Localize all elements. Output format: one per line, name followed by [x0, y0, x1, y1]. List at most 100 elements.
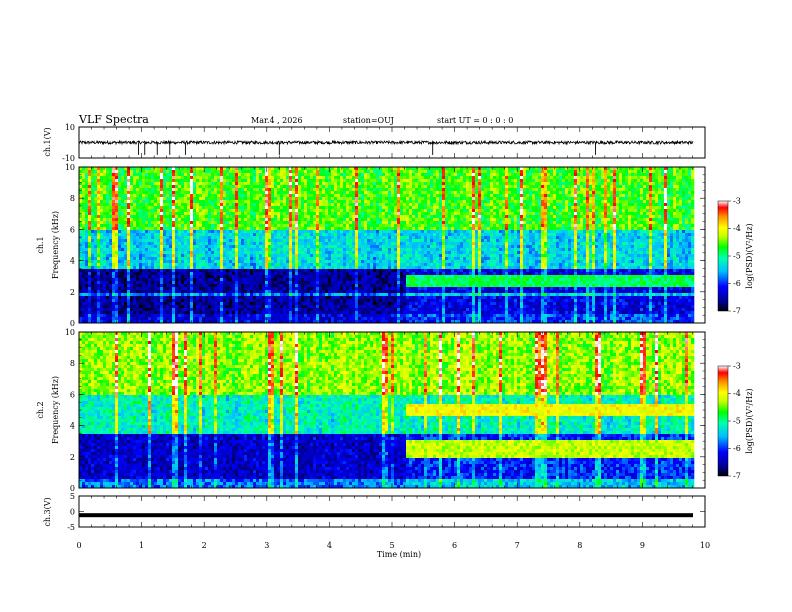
- spectrogram-cell: [178, 209, 182, 213]
- spectrogram-cell: [241, 194, 245, 198]
- spectrogram-cell: [307, 233, 311, 237]
- spectrogram-cell: [184, 179, 188, 183]
- spectrogram-cell: [628, 233, 632, 237]
- spectrogram-cell: [214, 182, 218, 186]
- spectrogram-cell: [565, 224, 569, 228]
- spectrogram-cell: [514, 194, 518, 198]
- spectrogram-cell: [403, 206, 407, 210]
- spectrogram-cell: [196, 209, 200, 213]
- spectrogram-cell: [376, 206, 380, 210]
- spectrogram-cell: [658, 221, 662, 225]
- spectrogram-cell: [541, 185, 545, 189]
- spectrogram-cell: [373, 194, 377, 198]
- spectrogram-cell: [160, 218, 164, 222]
- spectrogram-cell: [313, 194, 317, 198]
- spectrogram-cell: [148, 236, 152, 240]
- spectrogram-cell: [193, 185, 197, 189]
- spectrogram-cell: [556, 203, 560, 207]
- spectrogram-cell: [577, 221, 581, 225]
- spectrogram-cell: [472, 170, 476, 174]
- spectrogram-cell: [640, 182, 644, 186]
- spectrogram-cell: [544, 167, 548, 171]
- spectrogram-cell: [469, 173, 473, 177]
- spectrogram-cell: [124, 203, 128, 207]
- spectrogram-cell: [454, 206, 458, 210]
- spectrogram-cell: [352, 218, 356, 222]
- spectrogram-cell: [226, 230, 230, 234]
- spectrogram-cell: [652, 197, 656, 201]
- spectrogram-cell: [391, 170, 395, 174]
- spectrogram-cell: [448, 197, 452, 201]
- spectrogram-cell: [379, 167, 383, 171]
- spectrogram-cell: [400, 197, 404, 201]
- spectrogram-cell: [160, 182, 164, 186]
- spectrogram-cell: [262, 176, 266, 180]
- spectrogram-cell: [616, 185, 620, 189]
- spectrogram-cell: [214, 230, 218, 234]
- spectrogram-cell: [631, 221, 635, 225]
- y-tick-label: -10: [62, 154, 75, 163]
- spectrogram-cell: [493, 176, 497, 180]
- spectrogram-cell: [592, 218, 596, 222]
- spectrogram-cell: [442, 197, 446, 201]
- spectrogram-cell: [490, 179, 494, 183]
- spectrogram-cell: [295, 182, 299, 186]
- spectrogram-cell: [298, 221, 302, 225]
- spectrogram-cell: [634, 200, 638, 204]
- spectrogram-cell: [244, 224, 248, 228]
- spectrogram-cell: [604, 224, 608, 228]
- spectrogram-cell: [85, 185, 89, 189]
- spectrogram-cell: [337, 194, 341, 198]
- spectrogram-cell: [691, 197, 695, 201]
- spectrogram-cell: [226, 209, 230, 213]
- spectrogram-cell: [271, 230, 275, 234]
- spectrogram-cell: [277, 233, 281, 237]
- spectrogram-cell: [553, 227, 557, 231]
- spectrogram-cell: [397, 188, 401, 192]
- spectrogram-cell: [454, 182, 458, 186]
- spectrogram-cell: [352, 182, 356, 186]
- spectrogram-cell: [220, 233, 224, 237]
- spectrogram-cell: [481, 203, 485, 207]
- spectrogram-cell: [490, 167, 494, 171]
- spectrogram-cell: [436, 170, 440, 174]
- spectrogram-cell: [661, 167, 665, 171]
- spectrogram-cell: [241, 227, 245, 231]
- spectrogram-cell: [655, 179, 659, 183]
- spectrogram-cell: [469, 233, 473, 237]
- spectrogram-cell: [673, 179, 677, 183]
- spectrogram-cell: [316, 176, 320, 180]
- spectrogram-cell: [442, 218, 446, 222]
- spectrogram-cell: [640, 176, 644, 180]
- spectrogram-cell: [88, 212, 92, 216]
- spectrogram-cell: [187, 194, 191, 198]
- spectrogram-cell: [166, 209, 170, 213]
- spectrogram-cell: [307, 203, 311, 207]
- spectrogram-cell: [523, 188, 527, 192]
- spectrogram-cell: [448, 206, 452, 210]
- spectrogram-cell: [211, 212, 215, 216]
- spectrogram-cell: [598, 182, 602, 186]
- spectrogram-cell: [172, 233, 176, 237]
- spectrogram-cell: [520, 179, 524, 183]
- spectrogram-cell: [451, 209, 455, 213]
- spectrogram-cell: [523, 212, 527, 216]
- spectrogram-cell: [616, 218, 620, 222]
- spectrogram-cell: [112, 203, 116, 207]
- spectrogram-cell: [556, 176, 560, 180]
- spectrogram-cell: [430, 176, 434, 180]
- spectrogram-cell: [106, 194, 110, 198]
- spectrogram-cell: [406, 203, 410, 207]
- spectrogram-cell: [445, 209, 449, 213]
- spectrogram-cell: [484, 188, 488, 192]
- spectrogram-cell: [439, 212, 443, 216]
- spectrogram-cell: [199, 188, 203, 192]
- spectrogram-cell: [496, 173, 500, 177]
- spectrogram-cell: [577, 173, 581, 177]
- spectrogram-cell: [124, 176, 128, 180]
- spectrogram-cell: [280, 176, 284, 180]
- spectrogram-cell: [481, 224, 485, 228]
- spectrogram-cell: [463, 182, 467, 186]
- spectrogram-cell: [160, 215, 164, 219]
- spectrogram-cell: [496, 221, 500, 225]
